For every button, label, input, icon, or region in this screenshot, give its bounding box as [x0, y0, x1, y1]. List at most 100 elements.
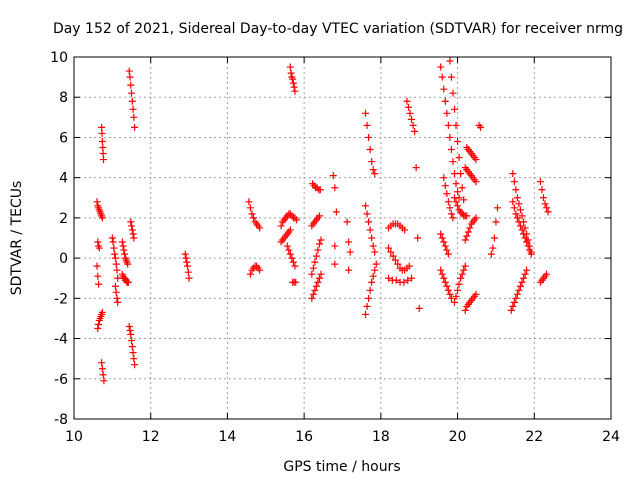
data-point	[477, 123, 485, 131]
data-point	[121, 250, 129, 258]
data-point	[366, 286, 374, 294]
data-point	[443, 282, 451, 290]
data-point	[452, 198, 460, 206]
series-seg-10.7b	[94, 238, 103, 252]
data-point	[447, 210, 455, 218]
data-point	[332, 208, 340, 216]
data-point	[509, 170, 517, 178]
y-tick-label: 2	[59, 211, 68, 227]
data-point	[371, 248, 379, 256]
data-point	[315, 240, 323, 248]
data-point	[292, 278, 300, 286]
data-point	[437, 266, 445, 274]
data-point	[286, 63, 294, 71]
data-point	[408, 115, 416, 123]
x-tick-label: 20	[449, 429, 467, 445]
y-tick-label: -8	[54, 412, 68, 428]
data-point	[316, 186, 324, 194]
series-seg-19.8b	[446, 57, 468, 204]
data-point	[129, 230, 137, 238]
data-point	[447, 146, 455, 154]
data-point	[492, 218, 500, 226]
data-point	[314, 246, 322, 254]
data-point	[451, 194, 459, 202]
x-axis-ticks: 10 12 14 16 18 20 22 24	[65, 57, 620, 445]
data-point	[385, 244, 393, 252]
data-point	[513, 214, 521, 222]
data-point	[130, 113, 138, 121]
series-seg-18.7a	[403, 97, 419, 135]
plot-frame	[73, 56, 612, 420]
series-seg-17.7a	[362, 109, 379, 178]
data-point	[128, 226, 136, 234]
data-point	[126, 73, 134, 81]
y-tick-label: 10	[50, 50, 68, 66]
chart-title: Day 152 of 2021, Sidereal Day-to-day VTE…	[53, 21, 623, 37]
data-point	[507, 306, 515, 314]
data-point	[387, 248, 395, 256]
data-point	[99, 150, 107, 158]
x-tick-label: 24	[602, 429, 620, 445]
data-point	[472, 156, 480, 164]
data-point	[391, 256, 399, 264]
data-point	[184, 262, 192, 270]
data-point	[369, 166, 377, 174]
data-point	[438, 73, 446, 81]
data-point	[312, 282, 320, 290]
data-point	[369, 242, 377, 250]
data-point	[312, 252, 320, 260]
data-point	[526, 246, 534, 254]
data-point	[437, 63, 445, 71]
y-tick-label: 4	[59, 171, 68, 187]
data-point	[512, 210, 520, 218]
series-seg-11.5b	[127, 218, 138, 242]
data-point	[365, 218, 373, 226]
data-point	[512, 186, 520, 194]
series-seg-20.3a	[463, 144, 480, 164]
series-seg-22.2b	[536, 270, 551, 286]
data-point	[126, 327, 134, 335]
data-point	[248, 210, 256, 218]
series-seg-15.5a	[277, 210, 300, 230]
series-seg-16.8	[329, 172, 340, 268]
data-point	[111, 254, 119, 262]
x-tick-label: 16	[295, 429, 313, 445]
data-point	[363, 121, 371, 129]
data-point	[524, 242, 532, 250]
data-point	[440, 85, 448, 93]
data-point	[440, 274, 448, 282]
data-point	[518, 226, 526, 234]
data-point	[111, 250, 119, 258]
data-point	[438, 270, 446, 278]
data-point	[311, 258, 319, 266]
data-point	[369, 272, 377, 280]
data-point	[111, 282, 119, 290]
data-point	[345, 238, 353, 246]
data-point	[404, 276, 412, 284]
data-point	[95, 280, 103, 288]
data-point	[128, 97, 136, 105]
data-point	[256, 224, 264, 232]
data-point	[113, 294, 121, 302]
data-point	[520, 230, 528, 238]
data-point	[487, 250, 495, 258]
data-point	[440, 174, 448, 182]
data-point	[98, 359, 106, 367]
data-point	[490, 234, 498, 242]
data-point	[446, 290, 454, 298]
data-point	[127, 218, 135, 226]
data-point	[108, 234, 116, 242]
data-point	[98, 308, 106, 316]
data-point	[288, 254, 296, 262]
data-point	[125, 67, 133, 75]
data-point	[385, 274, 393, 282]
data-point	[98, 129, 106, 137]
data-point	[185, 274, 193, 282]
series-seg-18.7b	[412, 164, 423, 312]
series-seg-10.7d	[94, 308, 106, 332]
data-point	[513, 290, 521, 298]
data-point	[400, 278, 408, 286]
data-point	[309, 264, 317, 272]
series-seg-21.5b	[509, 198, 535, 258]
data-point	[366, 146, 374, 154]
